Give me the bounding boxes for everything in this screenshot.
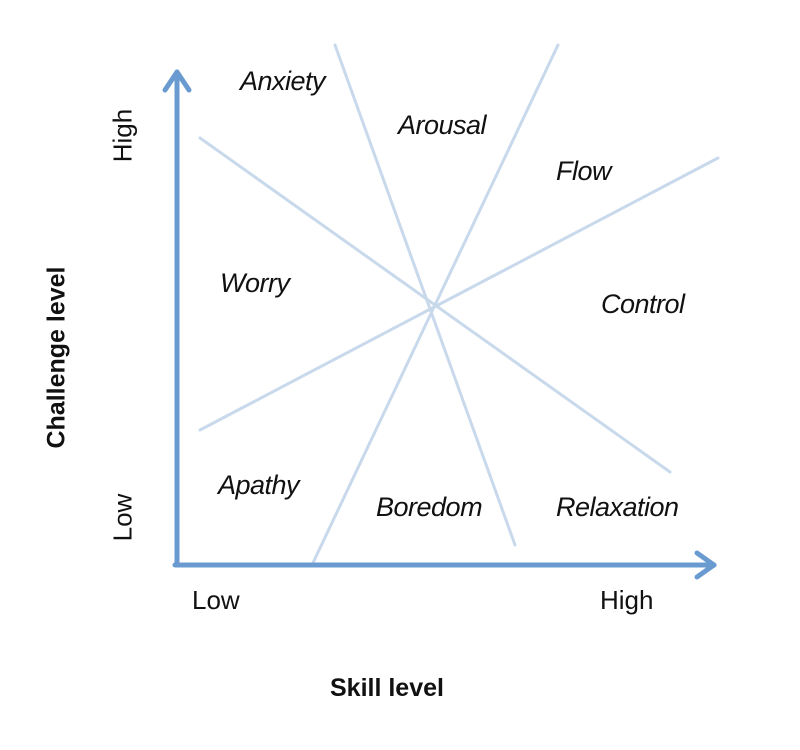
zone-label-control: Control [601, 289, 685, 319]
zone-label-relaxation: Relaxation [556, 492, 679, 522]
divider-line-apathy-control [198, 156, 720, 432]
x-tick-low: Low [192, 585, 240, 615]
x-axis-arrowhead [694, 550, 717, 580]
zone-label-worry: Worry [220, 268, 290, 298]
y-axis-arrowhead [162, 69, 192, 93]
x-tick-high: High [600, 585, 654, 615]
divider-line-anxiety-boredom [333, 43, 517, 547]
zone-label-apathy: Apathy [218, 470, 300, 500]
y-tick-high: High [107, 108, 138, 163]
y-tick-low: Low [107, 493, 138, 542]
zone-label-boredom: Boredom [376, 492, 483, 522]
zone-label-flow: Flow [556, 156, 612, 186]
zone-label-arousal: Arousal [398, 110, 487, 140]
divider-line-flow-boredom [310, 43, 560, 567]
zone-label-anxiety: Anxiety [240, 66, 326, 96]
x-axis-title: Skill level [330, 674, 444, 702]
y-axis-title: Challenge level [42, 266, 71, 449]
